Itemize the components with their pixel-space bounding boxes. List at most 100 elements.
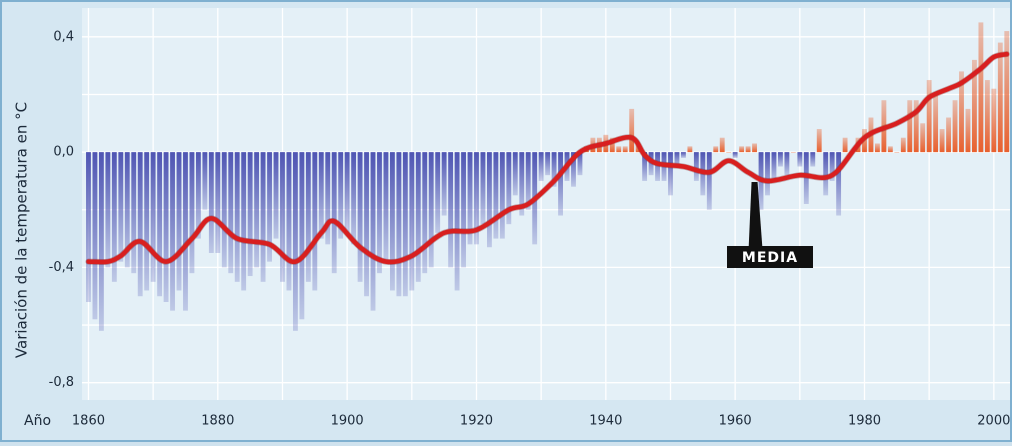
y-tick-label: 0,0	[53, 145, 74, 160]
y-tick-label: 0,4	[53, 29, 74, 44]
bar	[195, 152, 201, 239]
bar	[383, 152, 389, 262]
bar	[978, 22, 984, 153]
bar	[286, 152, 292, 291]
bar	[939, 129, 945, 153]
bar	[648, 152, 654, 176]
bar	[719, 137, 725, 153]
bars	[86, 22, 1010, 331]
bar	[920, 123, 926, 153]
bar	[415, 152, 421, 282]
bar	[170, 152, 175, 311]
bar	[124, 152, 130, 268]
bar	[674, 152, 680, 167]
bar	[706, 152, 712, 210]
plot-area	[82, 8, 1010, 400]
bar	[435, 152, 441, 233]
bar	[364, 152, 369, 297]
bar	[215, 152, 221, 253]
bar	[260, 152, 266, 282]
bar	[163, 152, 169, 302]
bar	[467, 152, 473, 245]
bar	[803, 152, 809, 204]
bar	[131, 152, 137, 274]
bar	[642, 152, 648, 181]
line-layer: MEDIA	[85, 51, 1010, 268]
bar	[344, 152, 350, 233]
bar	[739, 146, 745, 153]
bar	[687, 146, 693, 153]
bar	[952, 100, 958, 153]
bar	[396, 152, 402, 297]
bar	[713, 146, 719, 153]
bar	[778, 152, 783, 167]
bar	[111, 152, 117, 282]
y-tick-label: -0,4	[49, 260, 74, 275]
x-tick-label: 1860	[72, 414, 105, 429]
x-axis-label: Año	[24, 413, 51, 429]
annotation-label: MEDIA	[742, 250, 798, 266]
y-axis-label: Variación de la temperatura en °C	[13, 102, 31, 358]
bar	[377, 152, 382, 274]
x-tick-label: 1900	[331, 414, 364, 429]
bar	[538, 152, 544, 181]
media-line	[86, 51, 1010, 265]
bar	[409, 152, 415, 291]
bar	[991, 88, 997, 153]
bar	[267, 152, 272, 262]
bar	[629, 108, 635, 153]
bar	[183, 152, 188, 311]
bar	[461, 152, 466, 268]
bar	[228, 152, 234, 274]
bar	[234, 152, 240, 282]
bar	[765, 152, 770, 196]
bar	[926, 80, 932, 153]
bar	[486, 152, 492, 248]
bar	[752, 143, 757, 153]
bar	[622, 146, 628, 153]
bar	[577, 152, 583, 176]
bar	[357, 152, 363, 282]
bar	[571, 152, 576, 187]
bar	[829, 152, 835, 181]
bar	[816, 129, 822, 153]
bar	[875, 143, 880, 153]
bar	[823, 152, 829, 196]
bar	[616, 146, 622, 153]
bar	[318, 152, 324, 239]
bar	[312, 152, 318, 291]
bar	[208, 152, 214, 253]
bar	[299, 152, 305, 320]
x-tick-label: 1880	[201, 414, 234, 429]
x-tick-label: 1920	[460, 414, 493, 429]
bar	[887, 146, 893, 153]
bar	[493, 152, 499, 239]
annotation-box	[727, 246, 813, 268]
bar	[1004, 31, 1010, 153]
bar	[331, 152, 337, 274]
bar	[965, 108, 971, 153]
bar	[810, 152, 816, 167]
bar	[441, 152, 447, 216]
bar	[907, 100, 913, 153]
bar	[693, 152, 699, 181]
bar	[519, 152, 525, 216]
bar	[997, 42, 1003, 153]
bar	[370, 152, 376, 311]
bar	[784, 152, 790, 176]
bar	[771, 152, 777, 181]
x-tick-label: 1980	[848, 414, 881, 429]
bar	[86, 152, 91, 302]
bar	[137, 152, 143, 297]
bar	[480, 152, 486, 225]
bar	[984, 80, 990, 153]
bar	[894, 152, 900, 153]
bar	[325, 152, 331, 245]
bar	[551, 152, 557, 187]
bar	[280, 152, 285, 282]
x-tick-label: 1940	[589, 414, 622, 429]
bar	[525, 152, 531, 210]
bar	[176, 152, 182, 291]
x-tick-label: 2000	[977, 414, 1010, 429]
